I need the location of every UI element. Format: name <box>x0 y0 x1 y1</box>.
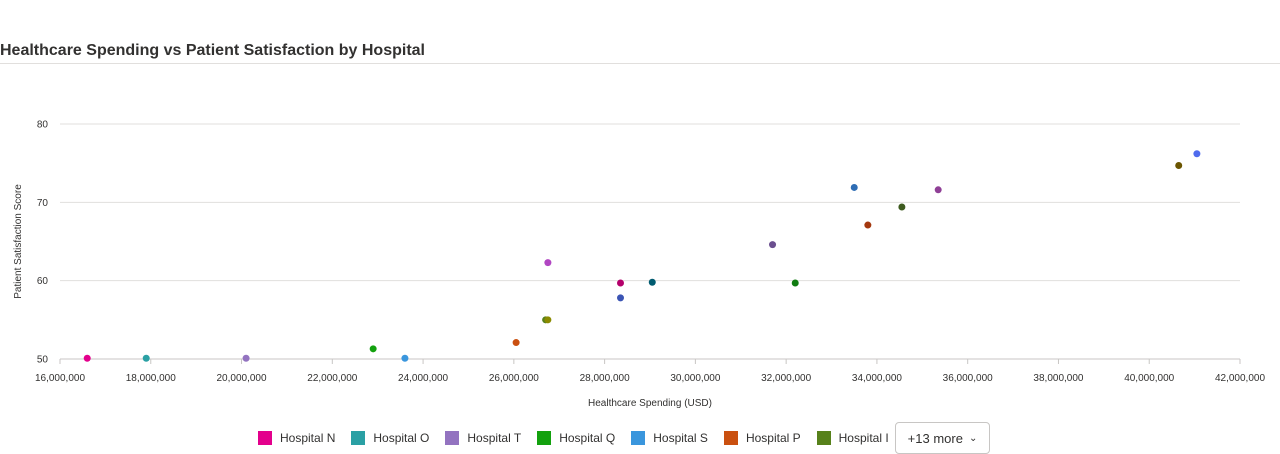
x-tick-label: 16,000,000 <box>35 373 85 384</box>
data-point[interactable] <box>617 294 624 302</box>
x-tick-label: 40,000,000 <box>1124 373 1174 384</box>
legend-swatch <box>258 431 272 445</box>
y-tick-label: 80 <box>37 120 49 131</box>
legend-swatch <box>537 431 552 445</box>
legend-more-label: +13 more <box>907 430 963 446</box>
data-point[interactable] <box>791 279 799 287</box>
chart-title: Healthcare Spending vs Patient Satisfact… <box>0 42 425 59</box>
legend-swatch <box>816 431 831 445</box>
x-tick-label: 24,000,000 <box>398 373 448 384</box>
data-point[interactable] <box>617 279 624 287</box>
legend-label: Hospital T <box>467 431 522 445</box>
x-tick-label: 32,000,000 <box>761 373 811 384</box>
data-point[interactable] <box>401 354 409 362</box>
x-tick-label: 36,000,000 <box>943 373 993 384</box>
legend-label: Hospital S <box>653 431 708 445</box>
legend-swatch <box>351 431 366 445</box>
legend-label: Hospital Q <box>559 431 616 445</box>
data-point[interactable] <box>142 354 150 362</box>
data-point[interactable] <box>83 354 91 362</box>
legend-label: Hospital P <box>745 431 801 445</box>
legend-item[interactable]: Hospital O <box>351 431 429 445</box>
data-point[interactable] <box>544 259 552 267</box>
legend: Hospital N Hospital O Hospital T Hospital Q… <box>258 422 991 454</box>
data-point[interactable] <box>1193 150 1201 158</box>
x-tick-label: 34,000,000 <box>852 373 902 384</box>
data-point[interactable] <box>934 186 942 194</box>
legend-swatch <box>723 431 738 445</box>
x-tick-label: 42,000,000 <box>1215 373 1265 384</box>
data-point[interactable] <box>1175 162 1183 170</box>
legend-swatch <box>445 431 460 445</box>
legend-item[interactable]: Hospital T <box>445 431 521 445</box>
scatter-chart: 50 60 70 80 16,000,000 18,000,000 20,000,000 2… <box>13 120 1265 410</box>
data-point[interactable] <box>369 345 377 353</box>
data-point[interactable] <box>769 241 777 249</box>
legend-item[interactable]: Hospital P <box>723 431 801 445</box>
title-divider <box>0 63 1280 64</box>
x-tick-label: 26,000,000 <box>489 373 539 384</box>
y-tick-label: 50 <box>37 355 49 366</box>
legend-label: Hospital O <box>373 431 430 445</box>
data-point[interactable] <box>850 183 858 191</box>
legend-label: Hospital I <box>838 431 889 445</box>
data-point[interactable] <box>544 316 552 324</box>
y-tick-label: 70 <box>37 198 49 209</box>
y-tick-label: 60 <box>37 276 49 287</box>
chevron-down-icon: ⌄ <box>968 432 978 444</box>
x-tick-label: 38,000,000 <box>1033 373 1083 384</box>
x-tick-label: 22,000,000 <box>307 373 357 384</box>
x-tick-label: 20,000,000 <box>217 373 267 384</box>
legend-item[interactable]: Hospital N <box>258 431 335 445</box>
x-tick-label: 18,000,000 <box>126 373 176 384</box>
data-point[interactable] <box>242 354 250 362</box>
data-point[interactable] <box>898 203 906 211</box>
data-point[interactable] <box>648 278 656 286</box>
legend-item[interactable]: Hospital Q <box>537 431 615 445</box>
gridlines <box>60 123 1240 360</box>
x-tick-label: 30,000,000 <box>670 373 720 384</box>
x-tick-labels: 16,000,000 18,000,000 20,000,000 22,000,000… <box>35 359 1265 384</box>
legend-label: Hospital N <box>280 431 336 445</box>
data-point[interactable] <box>864 221 872 229</box>
data-point[interactable] <box>512 339 520 347</box>
legend-swatch <box>631 431 646 445</box>
x-axis-label: Healthcare Spending (USD) <box>588 398 712 409</box>
y-tick-labels: 50 60 70 80 <box>37 120 49 366</box>
data-points <box>83 150 1201 362</box>
y-axis-label: Patient Satisfaction Score <box>13 184 24 299</box>
legend-more-button[interactable]: +13 more ⌄ <box>894 422 991 454</box>
legend-item[interactable]: Hospital S <box>631 431 708 445</box>
legend-item[interactable]: Hospital I <box>816 431 889 445</box>
x-tick-label: 28,000,000 <box>580 373 630 384</box>
